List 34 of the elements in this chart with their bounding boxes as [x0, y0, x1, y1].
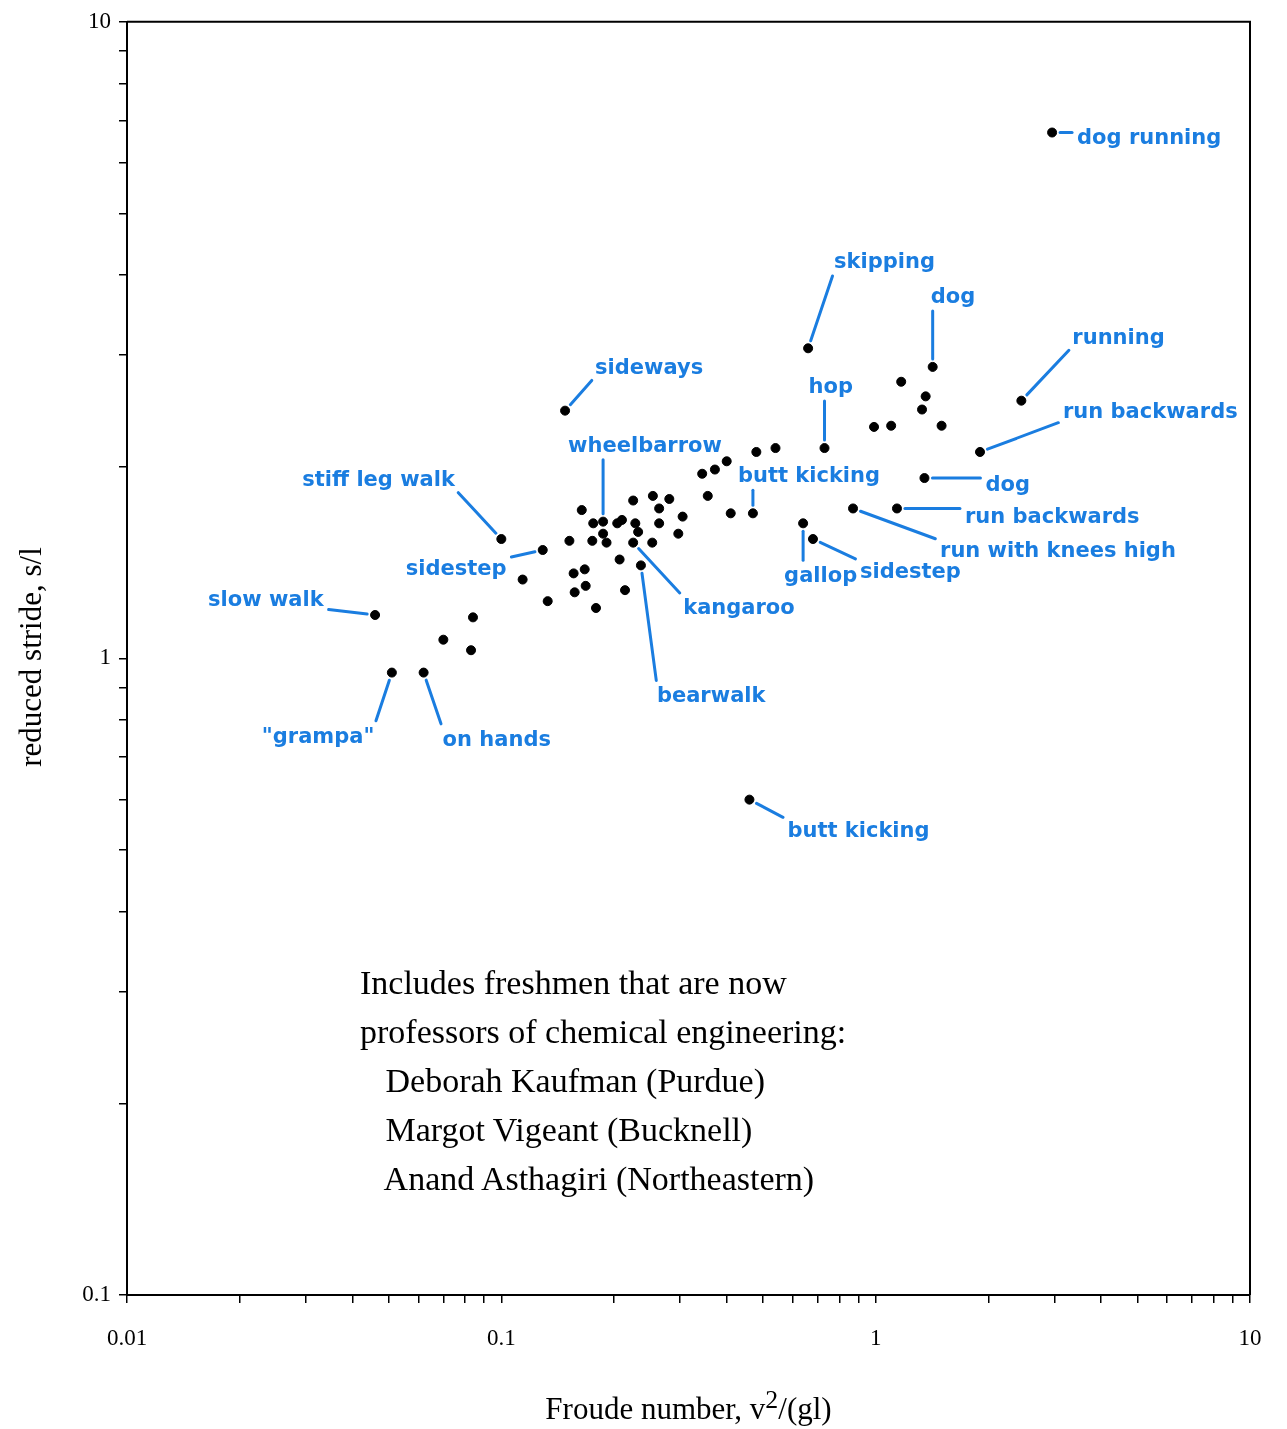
annotation: slow walk	[208, 586, 325, 611]
y-tick-label: 1	[99, 644, 111, 670]
annotation: dog	[985, 472, 1030, 497]
annotation: running	[1072, 324, 1165, 349]
annotation: sidestep	[405, 556, 507, 581]
annotation: butt kicking	[737, 463, 881, 488]
annotation: dog	[930, 283, 976, 308]
annotation: run backwards	[1063, 398, 1238, 423]
x-axis-title: Froude number, v$^{2}$/(gl)	[544, 1384, 833, 1429]
y-axis-title: reduced stride, s/l	[12, 547, 48, 767]
annotation: dog running	[1077, 124, 1222, 149]
x-tick-label: 0.01	[106, 1324, 148, 1350]
annotation: professors of chemical engineering:	[360, 1013, 847, 1050]
y-tick-label: 0.1	[82, 1281, 111, 1307]
annotation: on hands	[442, 726, 551, 751]
annotation: Margot Vigeant (Bucknell)	[384, 1111, 753, 1148]
x-tick-label: 1	[869, 1324, 882, 1350]
annotation: gallop	[784, 563, 858, 588]
x-tick-label: 0.1	[486, 1324, 516, 1350]
x-tick-label: 10	[1238, 1324, 1262, 1350]
annotation: hop	[808, 374, 853, 399]
annotation: Anand Asthagiri (Northeastern)	[382, 1160, 815, 1197]
annotation: butt kicking	[787, 817, 930, 842]
annotation: stiff leg walk	[302, 467, 456, 492]
annotation: Deborah Kaufman (Purdue)	[384, 1062, 766, 1099]
annotation: kangaroo	[683, 594, 795, 619]
annotation: Includes freshmen that are now	[360, 964, 787, 1001]
annotation: run backwards	[964, 504, 1140, 529]
y-tick-label: 10	[88, 7, 111, 33]
annotation: "grampa"	[261, 723, 375, 748]
annotation: wheelbarrow	[568, 432, 722, 457]
annotation: bearwalk	[656, 683, 767, 708]
annotation: sideways	[595, 354, 704, 379]
annotation: skipping	[834, 249, 936, 274]
